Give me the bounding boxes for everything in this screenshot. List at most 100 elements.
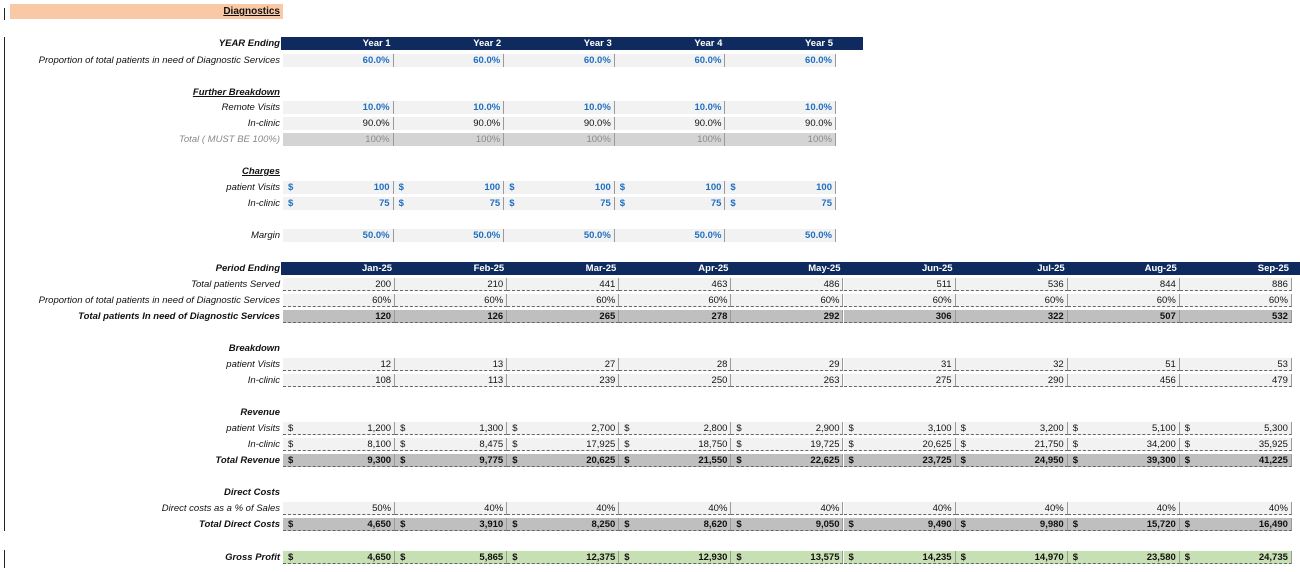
direct-costs-pct-cell: 40% [1179, 502, 1292, 515]
remote-input[interactable]: 10.0% [283, 101, 394, 114]
cell-value: 113 [488, 375, 504, 386]
charge-inclinic-input[interactable]: $75 [504, 197, 615, 210]
proportion-input[interactable]: 60.0% [504, 54, 615, 67]
month-header-cell: Jul-25 [1037, 263, 1065, 274]
cell-value: 50% [372, 503, 392, 514]
month-header-cell: May-25 [808, 263, 841, 274]
cell-value: 463 [711, 279, 728, 290]
remote-visits-label: Remote Visits [221, 102, 280, 113]
revenue-inclinic-label: In-clinic [247, 439, 280, 450]
cell-value: 22,625 [810, 455, 840, 466]
margin-input[interactable]: 50.0% [725, 229, 836, 242]
currency-symbol: $ [848, 519, 854, 530]
cell-value: 16,490 [1258, 519, 1288, 530]
need-total-cell: 292 [731, 310, 844, 323]
currency-symbol: $ [736, 552, 742, 563]
need-total-cell: 306 [843, 310, 956, 323]
cell-value: 50.0% [805, 230, 832, 241]
cell-value: 19,725 [810, 439, 840, 450]
charge-inclinic-input[interactable]: $75 [614, 197, 726, 210]
cell-value: 12,375 [586, 552, 616, 563]
proportion-input[interactable]: 60.0% [614, 54, 726, 67]
margin-input[interactable]: 50.0% [393, 229, 505, 242]
cell-value: 60.0% [362, 55, 390, 66]
margin-input[interactable]: 50.0% [283, 229, 394, 242]
charge-inclinic-input[interactable]: $75 [283, 197, 394, 210]
remote-input[interactable]: 10.0% [504, 101, 615, 114]
total-direct-costs-cell: $8,250 [507, 518, 620, 531]
charge-inclinic-input[interactable]: $75 [725, 197, 836, 210]
total-direct-costs-label: Total Direct Costs [199, 519, 280, 530]
revenue-patient-cell: $3,200 [955, 422, 1068, 435]
need-total-cell: 532 [1179, 310, 1292, 323]
remote-input[interactable]: 10.0% [393, 101, 505, 114]
cell-value: 9,775 [479, 455, 504, 466]
remote-input[interactable]: 10.0% [725, 101, 836, 114]
currency-symbol: $ [400, 455, 406, 466]
left-border-main [4, 37, 5, 531]
charge-inclinic-input[interactable]: $75 [393, 197, 505, 210]
direct-costs-pct-cell: 40% [619, 502, 732, 515]
cell-value: 100 [705, 182, 722, 193]
charge-patient-input[interactable]: $100 [725, 181, 836, 194]
cell-value: 21,750 [1034, 439, 1064, 450]
cell-value: 100 [594, 182, 611, 193]
served-cell: 844 [1067, 278, 1180, 291]
direct-costs-pct-cell: 40% [1067, 502, 1180, 515]
cell-value: 60% [1268, 295, 1288, 306]
cell-value: 3,200 [1039, 423, 1064, 434]
cell-value: 50.0% [362, 230, 390, 241]
cell-value: 17,925 [586, 439, 616, 450]
proportion-input[interactable]: 60.0% [393, 54, 505, 67]
revenue-inclinic-cell: $19,725 [731, 438, 844, 451]
revenue-patient-cell: $5,100 [1067, 422, 1180, 435]
charge-patient-input[interactable]: $100 [283, 181, 394, 194]
month-header-cell: Mar-25 [585, 263, 617, 274]
remote-input[interactable]: 10.0% [614, 101, 726, 114]
served-cell: 200 [283, 278, 396, 291]
total-direct-costs-cell: $9,980 [955, 518, 1068, 531]
currency-symbol: $ [400, 439, 406, 450]
proportion-label: Proportion of total patients in need of … [38, 55, 280, 66]
cell-value: 14,970 [1034, 552, 1064, 563]
need-prop-cell: 60% [507, 294, 620, 307]
currency-symbol: $ [288, 552, 294, 563]
cell-value: 532 [1272, 311, 1288, 322]
served-cell: 511 [843, 278, 956, 291]
margin-input[interactable]: 50.0% [614, 229, 726, 242]
charge-patient-input[interactable]: $100 [614, 181, 726, 194]
cell-value: 100% [475, 134, 501, 145]
served-cell: 463 [619, 278, 732, 291]
charge-patient-input[interactable]: $100 [504, 181, 615, 194]
breakdown-inclinic-cell: 263 [731, 374, 844, 387]
cell-value: 456 [1159, 375, 1176, 386]
breakdown-patient-cell: 29 [731, 358, 844, 371]
proportion-input[interactable]: 60.0% [725, 54, 836, 67]
direct-costs-pct-cell: 40% [731, 502, 844, 515]
cell-value: 2,800 [703, 423, 728, 434]
cell-value: 511 [936, 279, 952, 290]
cell-value: 1,300 [479, 423, 504, 434]
cell-value: 75 [710, 198, 722, 209]
cell-value: 90.0% [362, 118, 390, 129]
cell-value: 60.0% [694, 55, 722, 66]
margin-input[interactable]: 50.0% [504, 229, 615, 242]
cell-value: 75 [821, 198, 832, 209]
cell-value: 100% [365, 134, 390, 145]
breakdown-patient-cell: 27 [507, 358, 620, 371]
cell-value: 50.0% [583, 230, 611, 241]
breakdown-patient-cell: 13 [395, 358, 508, 371]
month-header-cell: Jan-25 [361, 263, 393, 274]
cell-value: 10.0% [362, 102, 390, 113]
proportion-input[interactable]: 60.0% [283, 54, 394, 67]
currency-symbol: $ [400, 519, 406, 530]
breakdown-inclinic-cell: 250 [619, 374, 732, 387]
total-direct-costs-cell: $16,490 [1179, 518, 1292, 531]
cell-value: 10.0% [694, 102, 722, 113]
charge-patient-input[interactable]: $100 [393, 181, 505, 194]
direct-costs-title: Direct Costs [224, 487, 280, 498]
breakdown-inclinic-cell: 275 [843, 374, 956, 387]
total-revenue-cell: $9,300 [283, 454, 396, 467]
direct-costs-pct-cell: 40% [955, 502, 1068, 515]
need-prop-cell: 60% [843, 294, 956, 307]
